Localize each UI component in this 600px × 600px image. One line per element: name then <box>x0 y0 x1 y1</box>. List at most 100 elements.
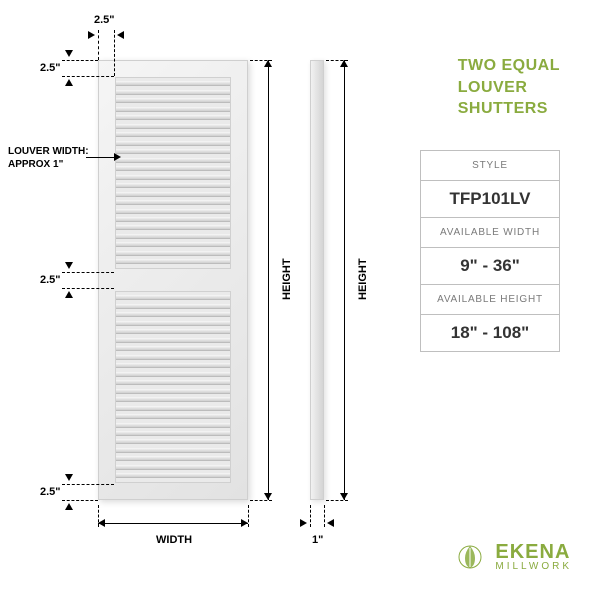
louver-slat <box>116 81 230 86</box>
dim-guide <box>62 272 114 273</box>
logo-line2: MILLWORK <box>495 562 572 572</box>
louver-slat <box>116 209 230 214</box>
arrow-icon <box>88 31 95 39</box>
spec-style-label: STYLE <box>421 151 559 181</box>
louver-slat <box>116 225 230 230</box>
louver-slat <box>116 448 230 453</box>
brand-logo: EKENA MILLWORK <box>453 540 572 574</box>
louver-slat <box>116 98 230 103</box>
arrow-icon <box>340 493 348 500</box>
louver-slat <box>116 363 230 368</box>
arrow-icon <box>300 519 307 527</box>
louver-slat <box>116 192 230 197</box>
spec-width-value: 9" - 36" <box>421 248 559 285</box>
title-line3: SHUTTERS <box>458 98 560 120</box>
louver-slat <box>116 200 230 205</box>
arrow-icon <box>340 60 348 67</box>
louver-slat <box>116 346 230 351</box>
spec-width-label: AVAILABLE WIDTH <box>421 218 559 248</box>
louver-slat <box>116 473 230 478</box>
arrow-icon <box>117 31 124 39</box>
dim-line <box>98 523 248 524</box>
louver-slat <box>116 115 230 120</box>
louver-slat <box>116 166 230 171</box>
dim-height-label-front: HEIGHT <box>281 258 293 300</box>
louver-note-line1: LOUVER WIDTH: <box>8 146 89 159</box>
arrow-icon <box>327 519 334 527</box>
louver-slat <box>116 431 230 436</box>
louver-slat <box>116 456 230 461</box>
dim-guide <box>98 30 99 60</box>
louver-slat <box>116 132 230 137</box>
louver-slat <box>116 338 230 343</box>
louver-slat <box>116 141 230 146</box>
arrow-icon <box>65 262 73 269</box>
louver-slat <box>116 406 230 411</box>
louver-slat <box>116 304 230 309</box>
shutter-front-view <box>98 60 248 500</box>
louver-slat <box>116 242 230 247</box>
dim-leader <box>86 157 116 158</box>
arrow-icon <box>241 519 248 527</box>
louver-slat <box>116 295 230 300</box>
logo-line1: EKENA <box>495 542 572 562</box>
louver-slat <box>116 175 230 180</box>
louver-slat <box>116 439 230 444</box>
louver-slat <box>116 149 230 154</box>
louver-slat <box>116 312 230 317</box>
dim-guide <box>62 288 114 289</box>
arrow-icon <box>65 474 73 481</box>
spec-style-value: TFP101LV <box>421 181 559 218</box>
leaf-icon <box>453 540 487 574</box>
dim-side-rail: 2.5" <box>94 14 115 26</box>
dim-guide <box>250 500 272 501</box>
louver-slat <box>116 423 230 428</box>
dim-height-label-side: HEIGHT <box>357 258 369 300</box>
dim-bottom-rail: 2.5" <box>40 486 61 498</box>
product-title: TWO EQUAL LOUVER SHUTTERS <box>458 55 560 120</box>
louver-section-top <box>115 77 231 269</box>
dim-louver-note: LOUVER WIDTH: APPROX 1" <box>8 146 89 171</box>
louver-slat <box>116 380 230 385</box>
louver-slat <box>116 414 230 419</box>
dim-guide <box>310 505 311 527</box>
dim-guide <box>62 76 114 77</box>
spec-height-label: AVAILABLE HEIGHT <box>421 285 559 315</box>
spec-height-value: 18" - 108" <box>421 315 559 351</box>
dim-line <box>344 60 345 500</box>
louver-slat <box>116 397 230 402</box>
louver-slat <box>116 465 230 470</box>
dim-top-rail: 2.5" <box>40 62 61 74</box>
louver-section-bottom <box>115 291 231 483</box>
arrow-icon <box>98 519 105 527</box>
louver-slat <box>116 90 230 95</box>
arrow-icon <box>264 60 272 67</box>
louver-slat <box>116 158 230 163</box>
arrow-icon <box>65 50 73 57</box>
dim-guide <box>324 505 325 527</box>
diagram-canvas: 2.5" 2.5" LOUVER WIDTH: APPROX 1" 2.5" 2… <box>0 0 600 600</box>
louver-slat <box>116 217 230 222</box>
spec-table: STYLE TFP101LV AVAILABLE WIDTH 9" - 36" … <box>420 150 560 352</box>
dim-line <box>268 60 269 500</box>
dim-thickness: 1" <box>312 534 323 546</box>
louver-slat <box>116 183 230 188</box>
louver-slat <box>116 355 230 360</box>
arrow-icon <box>65 79 73 86</box>
dim-mid-rail: 2.5" <box>40 274 61 286</box>
louver-slat <box>116 372 230 377</box>
arrow-icon <box>65 503 73 510</box>
dim-guide <box>114 30 115 76</box>
shutter-side-view <box>310 60 324 500</box>
dim-guide <box>326 500 348 501</box>
dim-guide <box>248 505 249 527</box>
dim-guide <box>62 484 114 485</box>
dim-width-label: WIDTH <box>156 534 192 546</box>
title-line2: LOUVER <box>458 77 560 99</box>
louver-slat <box>116 259 230 264</box>
dim-guide <box>62 500 98 501</box>
louver-slat <box>116 329 230 334</box>
louver-note-line2: APPROX 1" <box>8 159 89 172</box>
title-line1: TWO EQUAL <box>458 55 560 77</box>
louver-slat <box>116 107 230 112</box>
